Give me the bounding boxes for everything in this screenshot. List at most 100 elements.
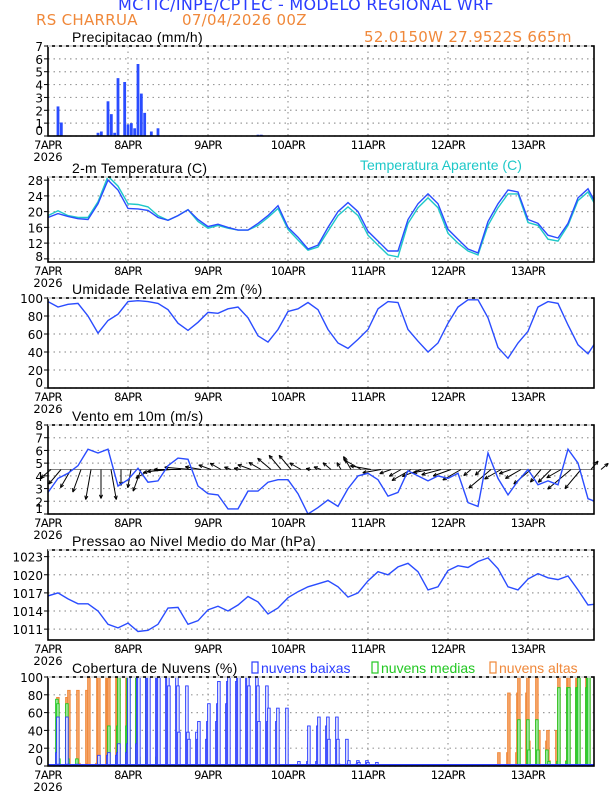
y-tick-label: 0 xyxy=(35,376,43,390)
x-tick-label: 10APR xyxy=(271,642,306,656)
wind-arrowhead xyxy=(604,462,609,468)
wind-arrowhead xyxy=(546,474,551,479)
cloud-bar-nuvens-baixas xyxy=(157,676,161,767)
y-tick-label: 8 xyxy=(35,250,43,264)
wind-arrowhead xyxy=(529,478,535,483)
wind-arrowhead xyxy=(413,470,418,475)
wind-arrowhead xyxy=(143,470,148,475)
wind-arrowhead xyxy=(198,464,203,469)
y-tick-label: 3 xyxy=(35,91,43,105)
cloud-bar-nuvens-baixas xyxy=(227,676,231,767)
cloud-bar-nuvens-baixas xyxy=(107,752,111,767)
y-tick-label: 20 xyxy=(28,364,43,378)
y-tick-label: 3 xyxy=(35,483,43,497)
panel-title: Cobertura de Nuvens (%) xyxy=(72,660,238,676)
wind-vector xyxy=(209,462,222,470)
cloud-bar-nuvens-altas xyxy=(76,689,80,767)
wind-arrowhead xyxy=(468,484,473,489)
y-tick-label: 60 xyxy=(28,328,43,342)
cloud-bar-nuvens-baixas xyxy=(207,703,211,767)
cloud-bar-nuvens-baixas xyxy=(237,676,241,767)
y-tick-label: 0 xyxy=(35,754,43,768)
wind-arrowhead xyxy=(60,483,64,489)
wind-arrowhead xyxy=(388,472,394,477)
wind-arrowhead xyxy=(132,487,137,492)
wind-arrowhead xyxy=(336,462,341,467)
wind-vector xyxy=(110,469,117,500)
wind-arrowhead xyxy=(278,454,283,460)
y-tick-label: 2 xyxy=(35,495,43,509)
cloud-bar-nuvens-medias xyxy=(567,687,571,767)
x-tick-label: 10APR xyxy=(271,264,306,278)
x-tick-label: 11APR xyxy=(351,390,386,404)
panel-title: 2-m Temperatura (C) xyxy=(72,160,207,176)
cloud-bar-nuvens-baixas xyxy=(127,676,131,767)
x-tick-label: 10APR xyxy=(271,768,306,782)
wind-arrowhead xyxy=(594,460,599,466)
wind-vector xyxy=(268,455,282,470)
wind-arrowhead xyxy=(421,471,426,476)
y-tick-label: 0 xyxy=(35,124,43,138)
x-tick-label: 9APR xyxy=(194,138,222,152)
x-tick-label: 10APR xyxy=(271,516,306,530)
cloud-bar-nuvens-baixas xyxy=(317,716,321,767)
run-date: 07/04/2026 00Z xyxy=(182,11,307,29)
cloud-bar-nuvens-altas xyxy=(507,692,511,767)
wind-arrowhead xyxy=(40,474,45,479)
cloud-bar-nuvens-baixas xyxy=(197,721,201,767)
y-tick-label: 12 xyxy=(28,237,43,251)
x-tick-label: 8APR xyxy=(114,642,142,656)
wind-vector xyxy=(237,464,252,470)
plot-frame xyxy=(47,297,595,389)
plot-frame xyxy=(47,45,595,137)
wind-vector xyxy=(343,456,352,470)
y-tick-label: 40 xyxy=(28,346,43,360)
y-tick-label: 6 xyxy=(35,53,43,67)
wind-arrowhead xyxy=(537,478,543,483)
x-tick-label: 8APR xyxy=(114,264,142,278)
precip-bar xyxy=(149,131,153,136)
y-tick-label: 60 xyxy=(28,707,43,721)
precip-bar xyxy=(96,132,100,136)
wind-arrowhead xyxy=(379,470,384,475)
x-tick-label: 9APR xyxy=(194,516,222,530)
cloud-bar-nuvens-baixas xyxy=(137,676,141,767)
precip-bar xyxy=(133,128,137,136)
wind-vector xyxy=(474,469,482,476)
x-axis-year: 2026 xyxy=(33,528,62,542)
panel-title: Precipitacao (mm/h) xyxy=(72,29,203,45)
station-location: 52.0150W 27.9522S 665m xyxy=(364,28,572,46)
x-tick-label: 7APR xyxy=(34,642,62,656)
wind-vector xyxy=(564,469,582,489)
precip-bar xyxy=(126,124,130,136)
cloud-bar-nuvens-baixas xyxy=(327,738,331,767)
wind-vector xyxy=(322,462,332,470)
wind-arrowhead xyxy=(322,462,327,467)
legend-label: nuvens medias xyxy=(381,660,475,676)
wind-vector xyxy=(432,469,452,477)
x-tick-label: 12APR xyxy=(431,264,466,278)
wind-arrowhead xyxy=(135,474,140,479)
cloud-bar-nuvens-altas xyxy=(497,752,501,767)
wind-vector xyxy=(85,469,92,500)
wind-vector xyxy=(463,469,472,476)
cloud-bar-nuvens-baixas xyxy=(65,716,69,767)
y-tick-label: 28 xyxy=(28,174,43,188)
precip-bar xyxy=(99,131,103,136)
precip-bar xyxy=(59,122,63,136)
wind-vector xyxy=(389,469,402,477)
x-tick-label: 13APR xyxy=(511,642,546,656)
wind-vector xyxy=(72,469,82,493)
x-tick-label: 11APR xyxy=(351,642,386,656)
y-tick-label: 100 xyxy=(20,292,43,306)
x-tick-label: 12APR xyxy=(431,138,466,152)
panel-clouds: 020 40 60 80 100 7APR 8APR 9APR 10APR 11APR 12APR 1… xyxy=(20,660,595,792)
cloud-bar-nuvens-medias xyxy=(536,749,540,767)
y-tick-label: 8 xyxy=(35,419,43,433)
wind-vector xyxy=(185,466,202,470)
cloud-bar-nuvens-baixas xyxy=(217,681,221,767)
y-tick-label: 5 xyxy=(35,66,43,80)
y-tick-label: 1 xyxy=(35,117,43,131)
